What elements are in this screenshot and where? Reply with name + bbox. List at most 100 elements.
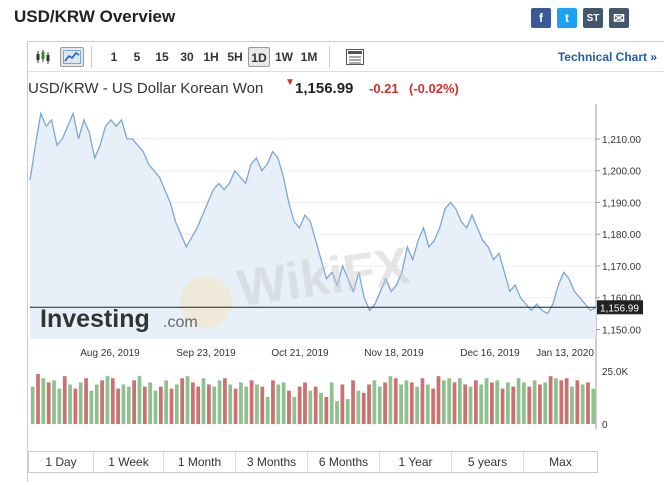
volume-bar xyxy=(490,382,494,424)
volume-bar xyxy=(276,384,281,424)
stocktwits-button[interactable]: ST xyxy=(583,8,603,28)
volume-bar xyxy=(383,382,387,424)
down-arrow-icon: ▼ xyxy=(285,77,295,88)
volume-bar xyxy=(463,384,468,424)
volume-bar xyxy=(516,378,521,424)
volume-bar xyxy=(212,386,217,424)
volume-bar xyxy=(559,380,564,424)
range-1-week[interactable]: 1 Week xyxy=(94,452,164,472)
range-1-year[interactable]: 1 Year xyxy=(380,452,452,472)
price-chart[interactable]: 1,210.00 1,200.00 1,190.00 1,180.00 1,170.00… xyxy=(28,104,664,450)
volume-bar xyxy=(89,390,94,424)
volume-bar xyxy=(190,382,195,424)
volume-bar xyxy=(308,390,313,424)
volume-bar xyxy=(473,380,478,424)
volume-bar xyxy=(41,378,46,424)
period-5h[interactable]: 5H xyxy=(227,50,243,64)
volume-bar xyxy=(409,382,414,424)
volume-bar xyxy=(57,388,62,424)
range-1-day[interactable]: 1 Day xyxy=(29,452,94,472)
volume-bar xyxy=(591,388,596,424)
period-5[interactable]: 5 xyxy=(133,50,141,64)
volume-bar xyxy=(223,378,227,424)
facebook-button[interactable]: f xyxy=(531,8,551,28)
volume-bar xyxy=(297,386,302,424)
period-1m[interactable]: 1M xyxy=(300,50,318,64)
volume-bar xyxy=(404,380,409,424)
volume-bar xyxy=(244,386,249,424)
y-tick-label: 1,150.00 xyxy=(602,325,641,336)
range-3-months[interactable]: 3 Months xyxy=(236,452,308,472)
volume-bar xyxy=(84,378,88,424)
chart-toolbar: 1 5 15 30 1H 5H 1D 1W 1M Technical Chart… xyxy=(28,42,664,72)
volume-bar xyxy=(313,386,318,424)
volume-bar xyxy=(201,378,206,424)
y-tick-label: 1,200.00 xyxy=(602,167,641,178)
period-1d[interactable]: 1D xyxy=(248,47,270,67)
range-1-month[interactable]: 1 Month xyxy=(164,452,236,472)
period-15[interactable]: 15 xyxy=(155,50,169,64)
volume-bar xyxy=(78,382,83,424)
x-tick-label: Nov 18, 2019 xyxy=(364,348,424,359)
volume-bar xyxy=(441,380,446,424)
facebook-icon: f xyxy=(539,11,543,25)
volume-bar xyxy=(153,390,158,424)
x-tick-label: Sep 23, 2019 xyxy=(176,348,236,359)
candlestick-button[interactable] xyxy=(32,47,54,67)
volume-bar xyxy=(335,401,339,424)
y-tick-label: 1,160.00 xyxy=(602,294,641,305)
volume-bar xyxy=(388,376,393,424)
volume-bar xyxy=(116,388,120,424)
price-area xyxy=(30,113,596,339)
period-30[interactable]: 30 xyxy=(180,50,194,64)
volume-bar xyxy=(62,376,67,424)
volume-bar xyxy=(538,384,542,424)
line-chart-button[interactable] xyxy=(60,47,84,67)
period-1w[interactable]: 1W xyxy=(275,50,293,64)
volume-bar xyxy=(105,376,110,424)
chart-panel: 1 5 15 30 1H 5H 1D 1W 1M Technical Chart… xyxy=(27,41,664,482)
range-5-years[interactable]: 5 years xyxy=(452,452,524,472)
instrument-name: USD/KRW - US Dollar Korean Won xyxy=(28,80,264,97)
last-price: 1,156.99 xyxy=(295,80,354,97)
range-6-months[interactable]: 6 Months xyxy=(308,452,380,472)
x-tick-label: Oct 21, 2019 xyxy=(271,348,329,359)
volume-bar xyxy=(142,386,147,424)
technical-chart-link[interactable]: Technical Chart » xyxy=(557,50,657,64)
range-max[interactable]: Max xyxy=(549,455,572,469)
volume-bar xyxy=(94,384,99,424)
price-change: -0.21 xyxy=(369,81,399,96)
volume-bar xyxy=(126,386,131,424)
period-1h[interactable]: 1H xyxy=(203,50,219,64)
y-tick-label: 1,190.00 xyxy=(602,198,641,209)
volume-bar xyxy=(185,376,190,424)
volume-bar xyxy=(543,382,548,424)
volume-bar xyxy=(110,378,115,424)
investing-logo-domain: .com xyxy=(163,314,198,331)
volume-bar xyxy=(207,384,211,424)
volume-bar xyxy=(164,380,169,424)
twitter-button[interactable]: t xyxy=(557,8,577,28)
volume-bar xyxy=(52,380,56,424)
volume-bar xyxy=(287,390,291,424)
volume-bar xyxy=(425,384,430,424)
volume-bar xyxy=(393,378,398,424)
price-change-percent: (-0.02%) xyxy=(409,81,459,96)
period-1[interactable]: 1 xyxy=(110,50,118,64)
volume-bar xyxy=(447,378,452,424)
candlestick-icon xyxy=(36,50,50,64)
volume-bar xyxy=(132,380,136,424)
volume-bar xyxy=(506,382,510,424)
x-tick-label: Jan 13, 2020 xyxy=(536,348,594,359)
investing-logo: Investing xyxy=(40,305,150,333)
volume-bar xyxy=(249,380,254,424)
volume-bar xyxy=(575,380,580,424)
table-view-button[interactable] xyxy=(344,47,366,67)
volume-bar xyxy=(580,384,585,424)
volume-bar xyxy=(367,384,371,424)
email-icon: ✉ xyxy=(613,9,625,26)
volume-bar xyxy=(511,386,516,424)
volume-zero-label: 0 xyxy=(602,420,608,431)
email-button[interactable]: ✉ xyxy=(609,8,629,28)
volume-bar xyxy=(121,384,126,424)
